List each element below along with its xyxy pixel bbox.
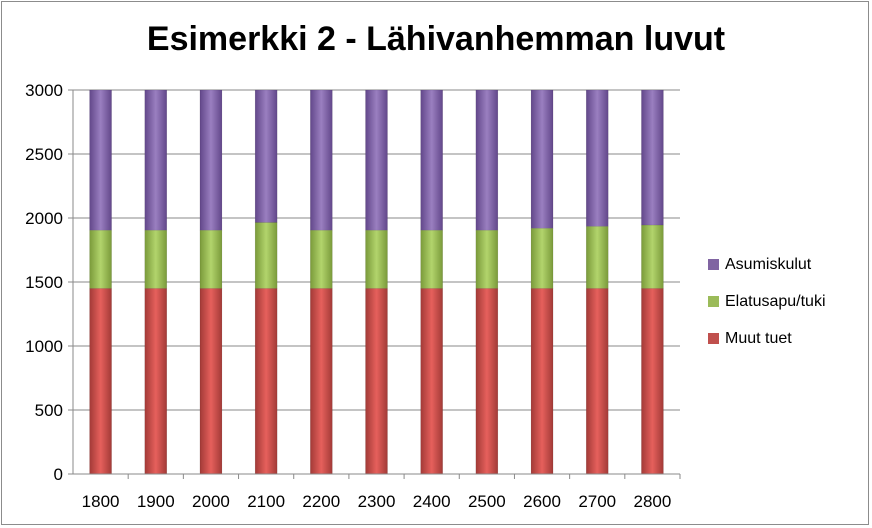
bar-segment-asumiskulut [89,89,112,231]
bar-segment-muut-tuet [420,288,443,475]
bar-segment-muut-tuet [144,288,168,475]
x-tick-label: 2300 [358,492,396,511]
x-tick-label: 1900 [137,492,175,511]
bar-segment-asumiskulut [641,89,664,226]
y-tick-label: 1500 [25,273,63,292]
bar-segment-elatusapu-tuki [144,229,168,289]
x-tick-label: 2200 [302,492,340,511]
bar-segment-muut-tuet [254,288,278,475]
bar-segment-muut-tuet [365,288,388,475]
bar-segment-elatusapu-tuki [420,229,443,289]
bar-segment-elatusapu-tuki [310,229,333,289]
bar-segment-muut-tuet [585,288,609,475]
x-tick-label: 2800 [633,492,671,511]
legend-item: Muut tuet [708,320,826,357]
bar-segment-muut-tuet [641,288,664,475]
bar-segment-asumiskulut [530,89,554,229]
bar-segment-elatusapu-tuki [530,227,554,289]
x-tick-label: 2400 [413,492,451,511]
bar-segment-muut-tuet [530,288,554,475]
legend-swatch [708,296,719,307]
legend-label: Muut tuet [725,329,792,347]
legend-label: Asumiskulut [725,255,812,273]
x-tick-label: 2700 [578,492,616,511]
x-tick-label: 2500 [468,492,506,511]
bar-segment-asumiskulut [585,89,609,227]
y-tick-label: 500 [35,401,63,420]
bar-segment-elatusapu-tuki [641,224,664,289]
bar-segment-asumiskulut [199,89,223,231]
bar-segment-asumiskulut [144,89,168,231]
bar-segment-asumiskulut [310,89,333,231]
bar-segment-elatusapu-tuki [254,222,278,289]
chart-title: Esimerkki 2 - Lähivanhemman luvut [146,20,726,58]
bar-segment-asumiskulut [365,89,388,231]
x-tick-label: 2600 [523,492,561,511]
legend-label: Elatusapu/tuki [725,292,826,310]
bar-segment-elatusapu-tuki [199,229,223,289]
x-tick-label: 2000 [192,492,230,511]
bar-segment-elatusapu-tuki [89,229,112,289]
x-tick-label: 2100 [247,492,285,511]
bar-segment-elatusapu-tuki [585,226,609,289]
y-tick-label: 2000 [25,209,63,228]
y-tick-label: 3000 [25,81,63,100]
bar-segment-muut-tuet [199,288,223,475]
bar-segment-asumiskulut [475,89,499,231]
bar-segment-muut-tuet [89,288,112,475]
bar-segment-asumiskulut [420,89,443,231]
legend: Asumiskulut Elatusapu/tuki Muut tuet [708,246,826,357]
y-tick-label: 2500 [25,145,63,164]
bar-segment-muut-tuet [310,288,333,475]
legend-item: Elatusapu/tuki [708,283,826,320]
y-tick-label: 1000 [25,337,63,356]
x-tick-label: 1800 [82,492,120,511]
bar-segment-muut-tuet [475,288,499,475]
legend-swatch [708,259,719,270]
bar-segment-elatusapu-tuki [475,229,499,289]
y-tick-label: 0 [54,465,63,484]
bar-segment-asumiskulut [254,89,278,223]
bar-segment-elatusapu-tuki [365,229,388,289]
legend-swatch [708,333,719,344]
legend-item: Asumiskulut [708,246,826,283]
